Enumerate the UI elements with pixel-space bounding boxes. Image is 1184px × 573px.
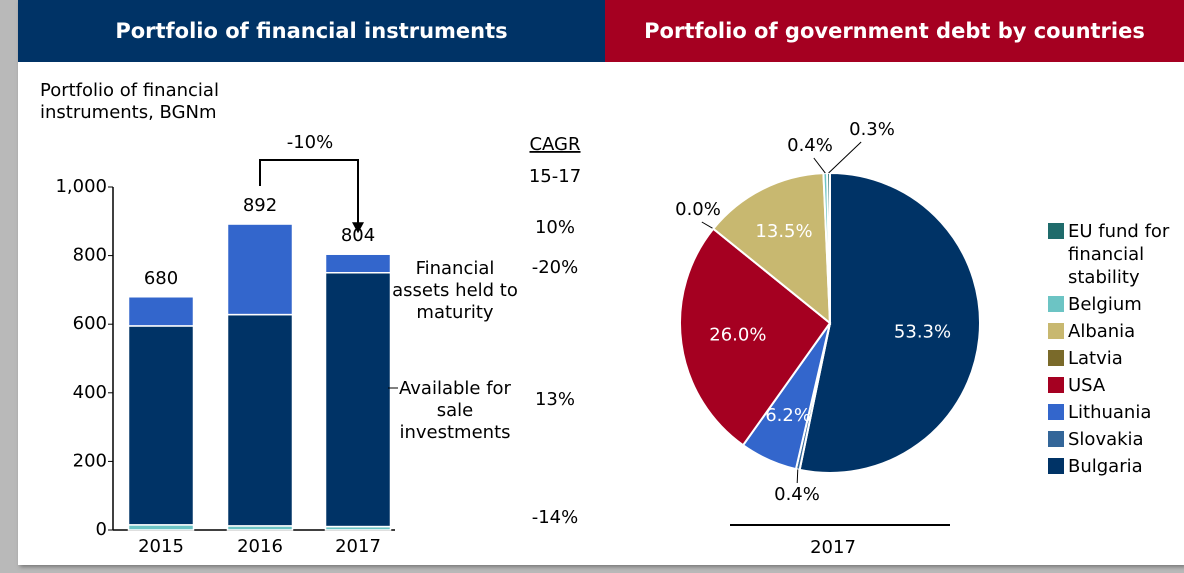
legend-swatch <box>1048 377 1064 393</box>
left-header: Portfolio of financial instruments <box>18 0 605 62</box>
bar-segment <box>127 296 195 327</box>
x-tick-label: 2017 <box>335 536 381 557</box>
x-tick-label: 2016 <box>237 536 283 557</box>
legend-label: EU fund for financial stability <box>1068 221 1170 288</box>
cagr-period: 15-17 <box>529 166 581 187</box>
legend-item: Latvia <box>1048 347 1184 370</box>
bar-segment <box>226 313 294 527</box>
legend-swatch <box>1048 404 1064 420</box>
total-label: 680 <box>144 268 178 289</box>
series-label: Financial assets held to maturity <box>392 258 518 323</box>
total-label: 892 <box>243 195 277 216</box>
bar-segment <box>324 253 392 274</box>
bar-segment <box>127 524 195 531</box>
cagr-title: CAGR <box>529 134 580 155</box>
legend-label: Latvia <box>1068 348 1123 369</box>
right-header: Portfolio of government debt by countrie… <box>605 0 1184 62</box>
y-tick-label: 400 <box>73 382 107 403</box>
slice-label: 53.3% <box>894 321 951 342</box>
y-axis-label: Portfolio of financial instruments, BGNm <box>40 80 219 123</box>
slice-label: 0.0% <box>675 199 721 220</box>
legend-swatch <box>1048 458 1064 474</box>
slice-label: 13.5% <box>755 221 812 242</box>
legend-item: Slovakia <box>1048 428 1184 451</box>
legend-label: Albania <box>1068 321 1136 342</box>
leader-line <box>796 469 799 484</box>
legend-swatch <box>1048 223 1064 239</box>
legend-item: USA <box>1048 374 1184 397</box>
y-tick-label: 200 <box>73 450 107 471</box>
bar-segment <box>127 325 195 526</box>
pie-slice <box>679 227 832 447</box>
slide: Portfolio of financial instruments Portf… <box>18 0 1184 565</box>
pie-slice <box>711 172 832 326</box>
legend-label: Bulgaria <box>1068 456 1143 477</box>
legend-swatch <box>1048 323 1064 339</box>
legend-item: Bulgaria <box>1048 455 1184 478</box>
slice-label: 26.0% <box>709 325 766 346</box>
change-label: -10% <box>287 132 334 153</box>
arrow-head <box>352 222 364 234</box>
total-label: 804 <box>341 225 375 246</box>
change-arrow <box>259 159 359 225</box>
leader-line <box>813 157 826 174</box>
slice-label: 0.4% <box>787 135 833 156</box>
legend-label: Lithuania <box>1068 402 1152 423</box>
series-label: Available for sale investments <box>399 378 511 443</box>
slice-label: 6.2% <box>765 405 811 426</box>
legend-label: Belgium <box>1068 294 1142 315</box>
slice-label: 0.4% <box>774 484 820 505</box>
x-tick-label: 2015 <box>138 536 184 557</box>
legend-label: USA <box>1068 375 1106 396</box>
x-label: 2017 <box>810 537 856 558</box>
y-tick-label: 1,000 <box>55 176 107 197</box>
cagr-value: 13% <box>535 389 575 410</box>
cagr-value: -20% <box>532 257 579 278</box>
bar-segment <box>226 223 294 316</box>
legend-swatch <box>1048 431 1064 447</box>
leader-line <box>828 141 862 174</box>
legend-item: Albania <box>1048 320 1184 343</box>
leader-line <box>701 221 714 230</box>
y-tick-label: 800 <box>73 245 107 266</box>
y-tick-label: 0 <box>96 519 107 540</box>
cagr-value: 10% <box>535 217 575 238</box>
slice-label: 0.3% <box>849 119 895 140</box>
legend-item: Belgium <box>1048 293 1184 316</box>
y-tick-label: 600 <box>73 313 107 334</box>
legend-label: Slovakia <box>1068 429 1144 450</box>
pie-slice <box>798 171 981 474</box>
legend-swatch <box>1048 350 1064 366</box>
cagr-value: -14% <box>532 507 579 528</box>
bar-segment <box>324 272 392 528</box>
legend-item: EU fund for financial stability <box>1048 220 1184 289</box>
legend-swatch <box>1048 296 1064 312</box>
legend-item: Lithuania <box>1048 401 1184 424</box>
